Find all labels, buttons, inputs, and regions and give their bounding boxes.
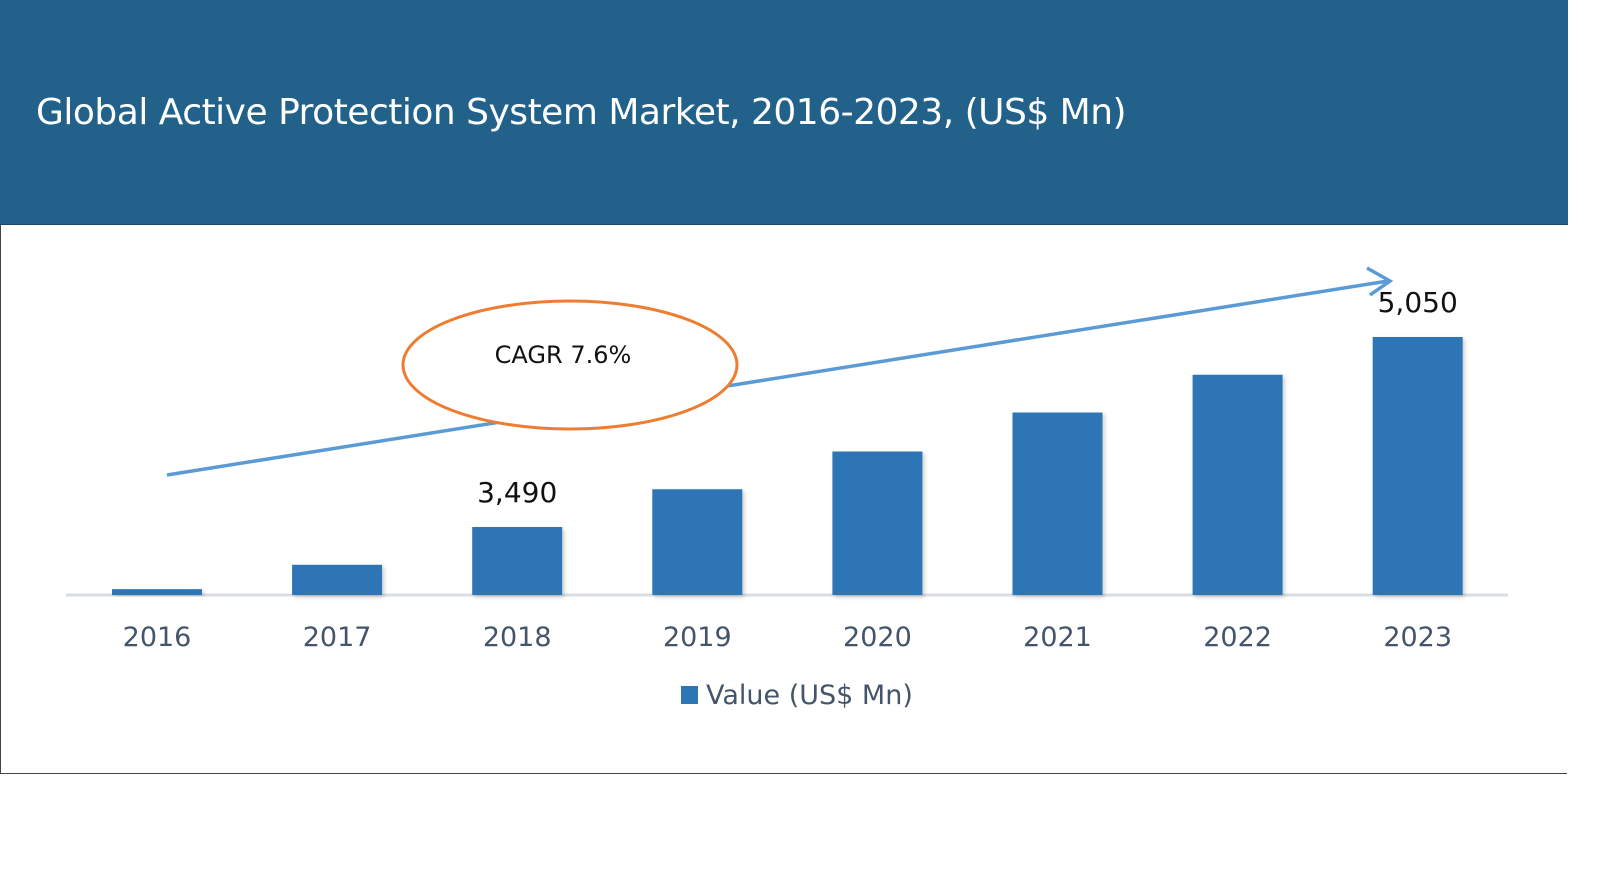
x-tick-label: 2018: [483, 622, 552, 653]
growth-arrow: [166, 279, 1389, 477]
x-tick-label: 2021: [1023, 622, 1092, 653]
chart-title: Global Active Protection System Market, …: [36, 92, 1127, 133]
bar-2020: [832, 451, 923, 595]
bar-2018: [472, 527, 563, 595]
bar-2021: [1012, 412, 1103, 595]
x-tick-label: 2023: [1383, 622, 1452, 653]
x-tick-label: 2020: [843, 622, 912, 653]
arrow-head-icon: [1366, 266, 1394, 297]
legend-label: Value (US$ Mn): [706, 680, 913, 711]
x-tick-label: 2019: [663, 622, 732, 653]
bar-2022: [1192, 374, 1283, 595]
chart-frame: [0, 0, 1567, 774]
data-label-2018: 3,490: [477, 476, 557, 509]
bar-2019: [652, 489, 743, 595]
x-tick-label: 2016: [123, 622, 192, 653]
chart-header: Global Active Protection System Market, …: [0, 0, 1568, 225]
legend-swatch: [681, 686, 698, 704]
data-label-2023: 5,050: [1378, 286, 1458, 319]
x-tick-label: 2017: [303, 622, 372, 653]
x-tick-label: 2022: [1203, 622, 1272, 653]
bar-2016: [112, 589, 202, 595]
bar-2023: [1372, 337, 1463, 595]
cagr-ellipse: [401, 299, 739, 431]
bar-2017: [292, 564, 383, 595]
cagr-annotation: CAGR 7.6%: [495, 341, 632, 369]
